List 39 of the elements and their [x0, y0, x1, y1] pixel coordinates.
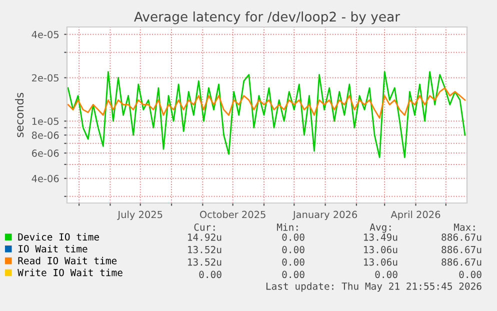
- legend-label: Device IO time: [18, 233, 99, 241]
- text: 886.67u: [442, 233, 482, 241]
- text: Min:: [277, 223, 298, 231]
- y-tick-label: 2e-05: [32, 74, 59, 82]
- y-axis-title: seconds: [15, 92, 24, 138]
- x-tick-label: July 2025: [117, 210, 162, 220]
- text: 886.67u: [442, 258, 482, 266]
- text: Max:: [454, 224, 475, 231]
- line-series: [67, 87, 466, 119]
- text: 0.00: [282, 246, 304, 254]
- text: 0.00: [459, 270, 482, 278]
- text: 13.49u: [364, 233, 398, 241]
- text: 14.92u: [188, 233, 222, 241]
- x-tick-label: January 2026: [292, 210, 358, 220]
- text: 13.52u: [188, 258, 222, 266]
- text: Last update: Thu May 21 21:55:45 2026: [266, 282, 482, 292]
- text: 886.67u: [442, 246, 482, 254]
- legend-label: IO Wait time: [18, 244, 88, 252]
- text: 13.06u: [364, 258, 398, 266]
- chart-title: Average latency for /dev/loop2 - by year: [134, 11, 400, 24]
- text: 13.06u: [364, 246, 398, 254]
- text: 0.00: [282, 258, 304, 266]
- y-tick-label: 4e-06: [32, 174, 59, 182]
- y-tick-label: 4e-05: [32, 30, 59, 38]
- line-series: [67, 71, 466, 158]
- x-tick-label: April 2026: [390, 210, 440, 220]
- text: Avg:: [370, 224, 391, 233]
- legend-label: Write IO Wait time: [18, 268, 122, 276]
- text: Cur:: [194, 223, 215, 231]
- y-tick-label: 8e-06: [32, 132, 59, 139]
- text: 0.00: [199, 270, 222, 278]
- text: 0.00: [282, 233, 304, 241]
- x-tick-label: October 2025: [200, 210, 266, 218]
- legend-label: Read IO Wait time: [18, 256, 117, 264]
- y-tick-label: 6e-06: [32, 150, 59, 157]
- text: 0.00: [375, 270, 398, 278]
- y-tick-label: 1e-05: [32, 118, 59, 125]
- text: 13.52u: [188, 246, 222, 254]
- text: 0.00: [282, 270, 304, 278]
